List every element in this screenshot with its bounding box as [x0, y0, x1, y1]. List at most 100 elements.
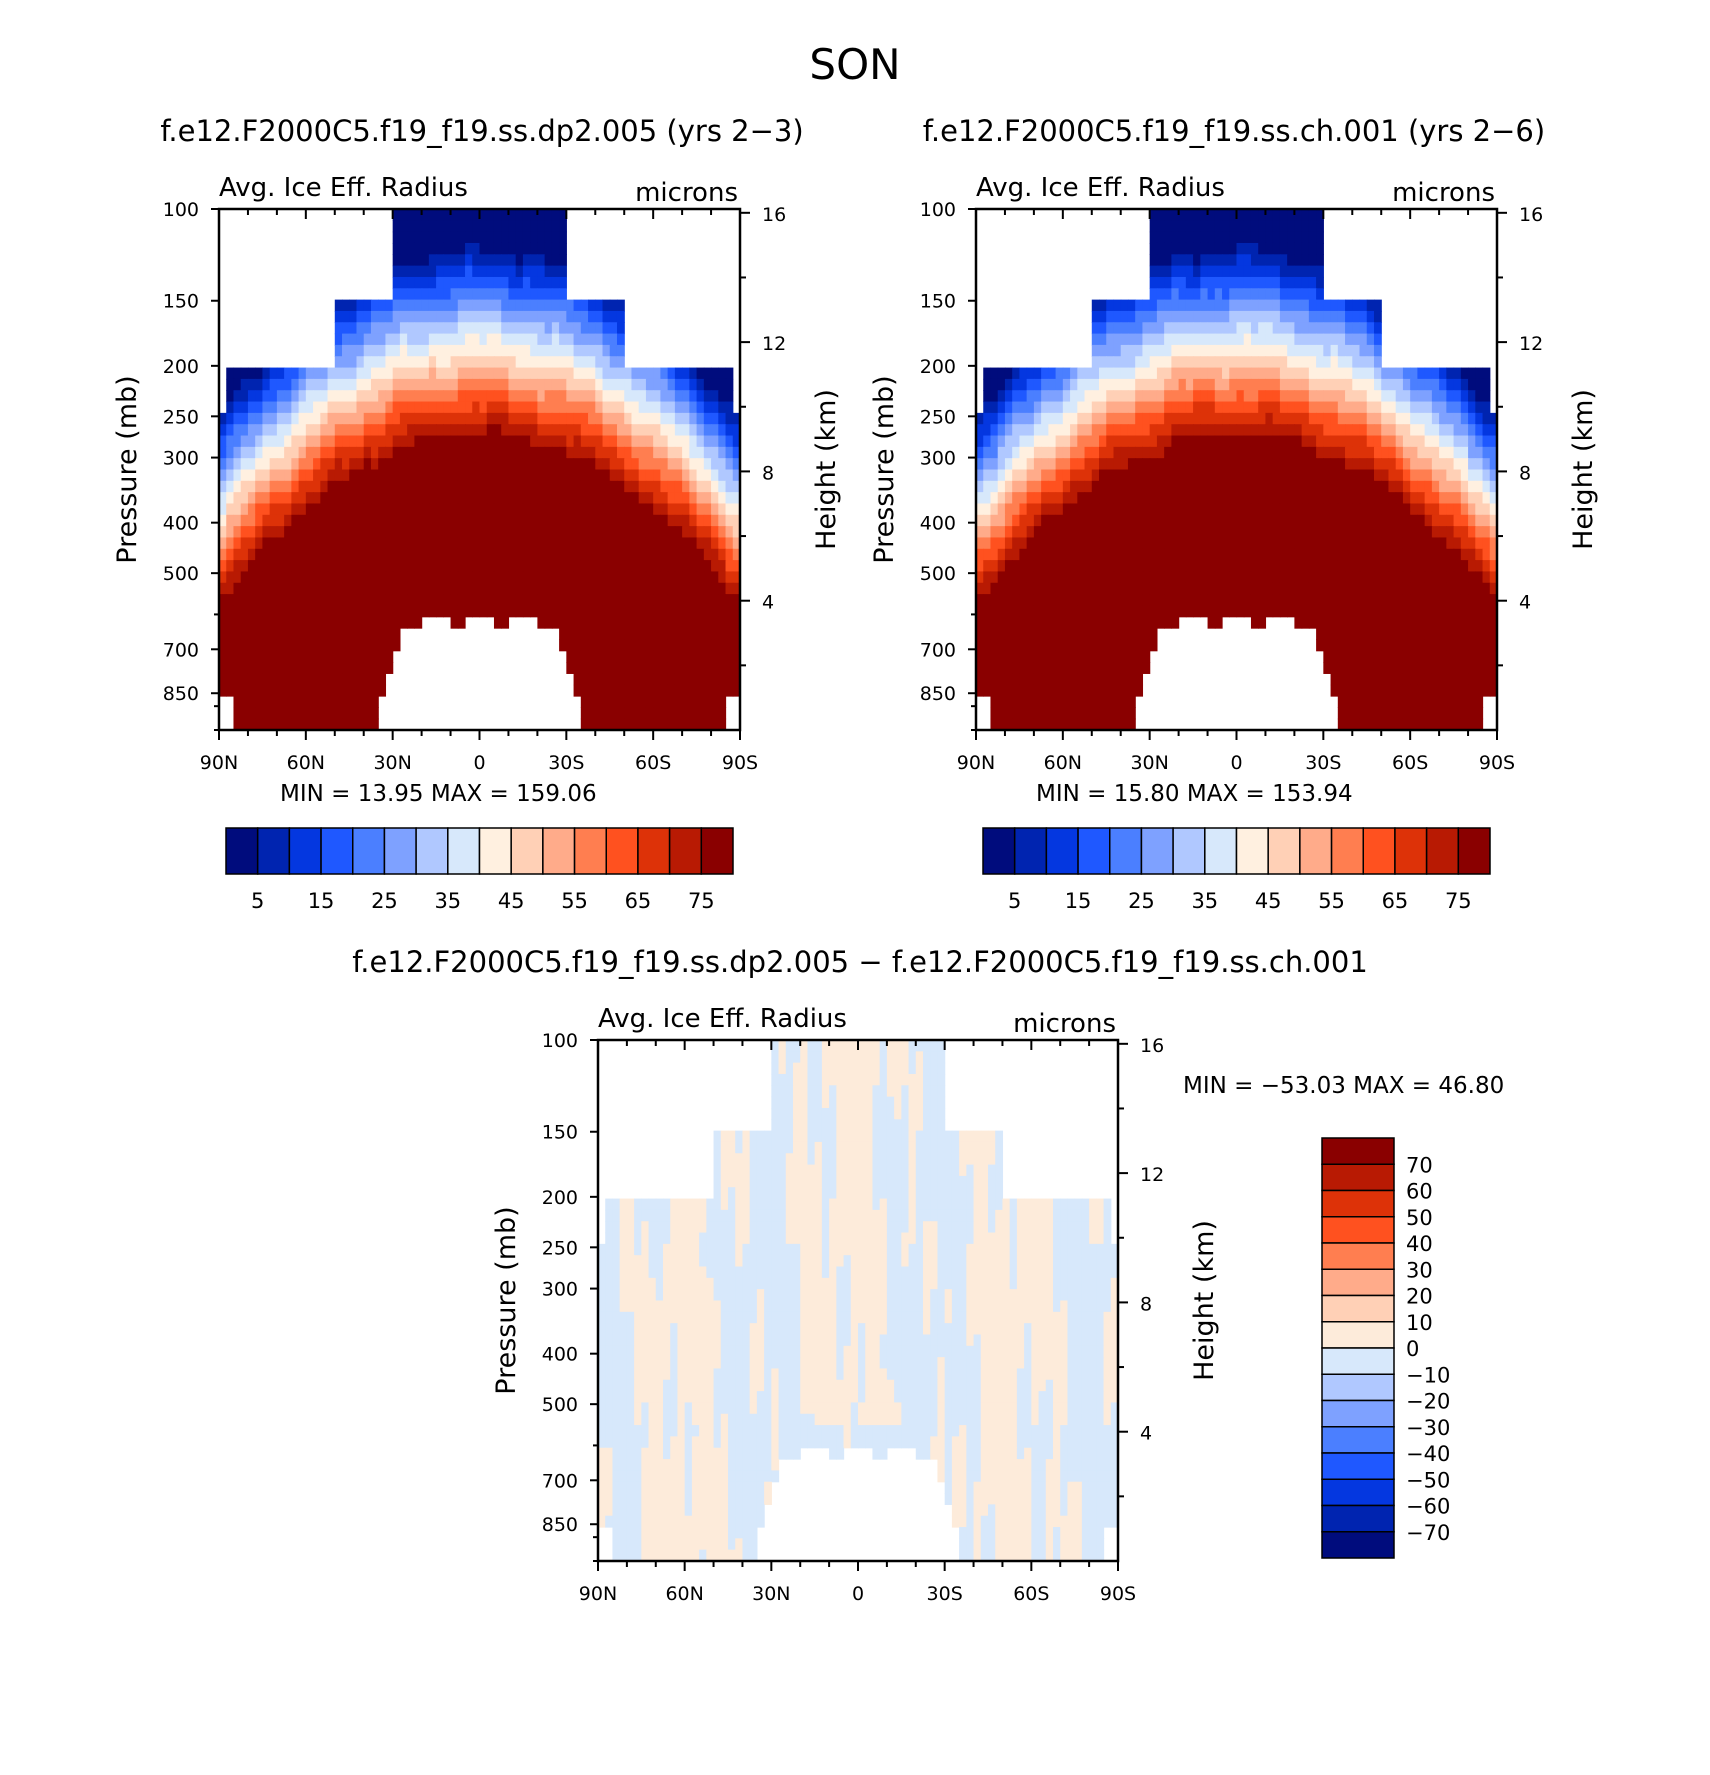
panel-2-cell	[1164, 333, 1172, 346]
panel-1-cell	[378, 435, 387, 448]
panel-1-cell	[674, 639, 683, 652]
panel-2-cell	[1149, 401, 1158, 414]
panel-2-cell	[1164, 401, 1172, 414]
panel-2-cell	[1149, 639, 1158, 652]
panel-1-cell	[682, 650, 690, 663]
panel-1-cell	[443, 254, 452, 267]
panel-1-cell	[334, 628, 343, 640]
panel-1-cell	[573, 356, 582, 369]
panel-2-cell	[1460, 696, 1469, 708]
panel-2-cell	[983, 401, 992, 414]
panel-2-cell	[1301, 435, 1310, 448]
panel-1-cell	[508, 435, 517, 448]
panel-1-cell	[450, 390, 459, 403]
panel-1-cell	[226, 469, 235, 482]
panel-1-cell	[660, 446, 669, 459]
panel-2-cell	[1164, 503, 1172, 516]
panel-1-cell	[320, 605, 329, 618]
panel-1-cell	[363, 616, 372, 629]
panel-1-cell	[378, 548, 387, 561]
panel-1-cell	[638, 707, 647, 720]
panel-1-cell	[450, 571, 459, 584]
panel-2-cell	[1381, 526, 1390, 539]
panel-2-cell	[1149, 310, 1158, 323]
panel-2-cell	[1171, 616, 1180, 629]
panel-1-cell	[486, 276, 495, 289]
panel-2-cell	[1200, 378, 1209, 391]
panel-1-cell	[551, 367, 560, 380]
panel-1-cell	[226, 390, 235, 403]
panel-1-cell	[276, 696, 285, 708]
panel-1-cell	[696, 514, 705, 527]
panel-1-cell	[595, 492, 604, 505]
panel-1-cell	[450, 310, 459, 323]
panel-1-cell	[631, 469, 640, 482]
panel-1-cell	[436, 242, 444, 255]
panel-1-cell	[269, 446, 278, 459]
panel-1-cell	[378, 356, 387, 369]
panel-1-cell	[515, 412, 524, 425]
panel-1-cell	[472, 503, 481, 516]
panel-2-cell	[1453, 616, 1462, 629]
panel-1-cell	[219, 684, 227, 697]
panel-1-cell	[732, 594, 741, 607]
panel-2-cell	[1279, 333, 1288, 346]
panel-2-cell	[1272, 378, 1281, 391]
panel-1-cell	[573, 673, 582, 686]
panel-2-cell	[1127, 548, 1136, 561]
panel-2-cell	[1113, 390, 1122, 403]
panel-2-field	[976, 209, 1498, 731]
panel-2-cell	[1366, 594, 1375, 607]
panel-2-cell	[1446, 560, 1455, 573]
panel-2-cell	[1345, 424, 1353, 437]
panel-2-cell	[1084, 537, 1093, 550]
panel-2-cell	[1279, 435, 1288, 448]
panel-2-cell	[1214, 344, 1223, 357]
panel-1-cell	[573, 571, 582, 584]
panel-2-cell	[1120, 662, 1129, 674]
panel-1-cell	[349, 650, 358, 663]
panel-1-cell	[486, 254, 495, 267]
panel-2-cell	[1099, 446, 1107, 459]
panel-2-cell	[1460, 616, 1469, 629]
panel-1-cell	[689, 718, 698, 731]
panel-1-cell	[291, 469, 300, 482]
panel-2-cell	[1439, 639, 1447, 652]
panel-2-cell	[1287, 514, 1295, 527]
panel-2-cell	[1055, 594, 1064, 607]
panel-1-cell	[573, 424, 582, 437]
panel-2-cell	[1178, 231, 1187, 244]
panel-2-cell	[1222, 605, 1230, 618]
panel-2-cell	[1366, 548, 1375, 561]
panel-2-cell	[1395, 582, 1404, 595]
panel-2-cell	[1453, 628, 1462, 640]
panel-1-cell	[262, 401, 271, 414]
panel-2-cell	[1193, 560, 1201, 573]
panel-2-cell	[1294, 254, 1303, 267]
panel-1-cell	[443, 492, 452, 505]
panel-2-cell	[1475, 458, 1484, 471]
panel-1-cell	[407, 401, 415, 414]
panel-1-cell	[313, 435, 321, 448]
panel-2-cell	[1265, 344, 1274, 357]
panel-1-cell	[667, 548, 676, 561]
panel-2-cell	[1142, 492, 1151, 505]
panel-2-cell	[1265, 605, 1274, 618]
panel-2-cell	[1200, 424, 1209, 437]
panel-1-cell	[428, 242, 437, 255]
panel-1-cell	[334, 356, 343, 369]
panel-2-cell	[1070, 514, 1078, 527]
panel-1-cell	[522, 310, 531, 323]
panel-2-cell	[1135, 390, 1144, 403]
panel-1-colorbar-box	[256, 827, 291, 875]
panel-1-cell	[399, 254, 408, 267]
panel-1-cell	[522, 322, 531, 335]
panel-1-cell	[588, 310, 596, 323]
panel-1-cell	[624, 605, 633, 618]
panel-2-cell	[1308, 310, 1317, 323]
panel-2-cell	[1171, 537, 1180, 550]
panel-1-cell	[349, 356, 358, 369]
panel-2-cell	[1113, 548, 1122, 561]
panel-1-cell	[674, 458, 683, 471]
panel-2-cell	[1222, 276, 1230, 289]
